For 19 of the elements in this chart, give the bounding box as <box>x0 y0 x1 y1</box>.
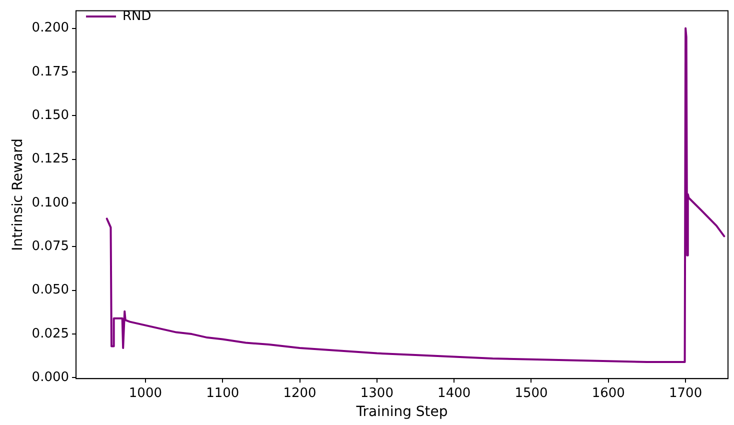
y-tick-label: 0.025 <box>32 326 70 342</box>
x-tick-label: 1300 <box>360 386 394 401</box>
x-tick-label: 1100 <box>206 386 240 401</box>
y-tick-label: 0.075 <box>32 239 70 254</box>
x-tick-label: 1600 <box>592 386 625 401</box>
x-axis-title: Training Step <box>355 404 448 420</box>
x-tick-label: 1400 <box>438 386 471 401</box>
x-tick-label: 1500 <box>514 386 548 401</box>
y-tick-label: 0.175 <box>32 64 70 80</box>
y-tick-label: 0.200 <box>32 20 70 36</box>
y-tick-label: 0.100 <box>32 195 70 210</box>
y-tick-label: 0.050 <box>32 282 70 298</box>
y-tick-label: 0.125 <box>32 152 70 167</box>
x-tick-label: 1700 <box>669 386 702 401</box>
y-axis-title: Intrinsic Reward <box>10 138 26 251</box>
x-tick-label: 1000 <box>128 386 162 401</box>
y-tick-label: 0.150 <box>32 108 70 124</box>
x-tick-label: 1200 <box>283 386 316 401</box>
y-tick-label: 0.000 <box>32 370 70 386</box>
